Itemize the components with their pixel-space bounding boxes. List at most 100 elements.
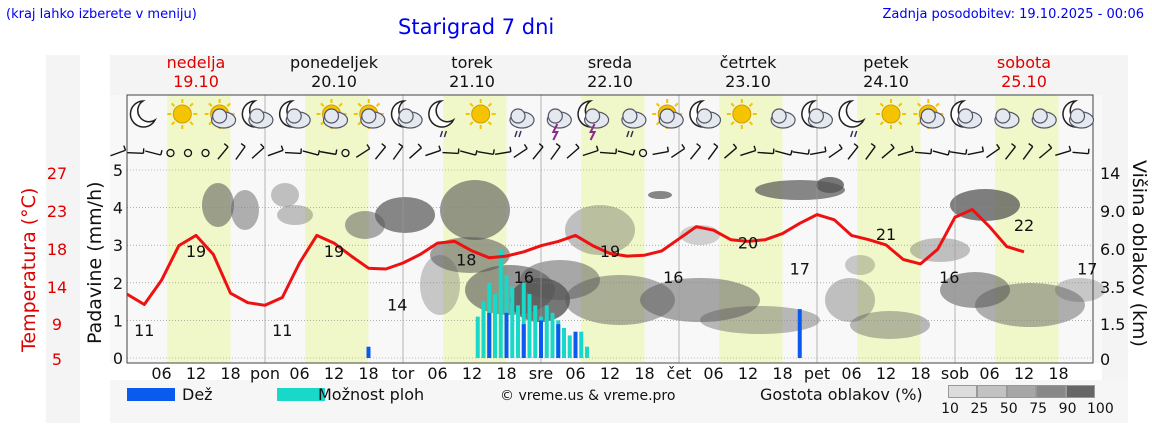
- barb-feather: [947, 150, 951, 156]
- day-date: 24.10: [863, 72, 909, 91]
- sun-ray: [208, 121, 213, 126]
- wind-barbs: [110, 143, 1090, 160]
- wind-barb: [1072, 148, 1090, 155]
- barb-staff: [932, 150, 949, 156]
- weather-icons: [129, 99, 1095, 141]
- barb-feather: [696, 143, 701, 148]
- wind-barb: [689, 143, 702, 160]
- cloud-density-blob: [231, 190, 259, 230]
- barb-staff: [235, 146, 246, 160]
- cloud-density-blob: [565, 275, 675, 325]
- wind-barb: [341, 148, 350, 158]
- precipitation-tick-label: 4: [113, 199, 123, 218]
- barb-staff: [865, 146, 876, 160]
- sun-ray: [469, 102, 474, 107]
- barb-feather: [509, 146, 512, 152]
- thunder-icon: [546, 108, 572, 141]
- wind-barb: [810, 146, 827, 156]
- wind-barb: [425, 145, 442, 157]
- barb-staff: [532, 146, 544, 160]
- sun-ray: [189, 121, 194, 126]
- barb-staff: [110, 149, 126, 157]
- wind-barb: [127, 148, 145, 155]
- day-date: 22.10: [587, 72, 633, 91]
- sun-ray: [226, 102, 231, 107]
- wind-barb: [707, 143, 719, 160]
- wind-barb: [494, 146, 512, 155]
- barb-staff: [374, 146, 387, 160]
- day-date: 19.10: [173, 72, 219, 91]
- sun-ray: [935, 102, 940, 107]
- chart-title: Starigrad 7 dni: [398, 15, 555, 39]
- sun-ray: [338, 102, 343, 107]
- temperature-tick-label: 5: [52, 350, 62, 369]
- shower-legend-label: Možnost ploh: [318, 385, 425, 404]
- temperature-data-label: 19: [600, 242, 620, 261]
- wind-barb: [740, 145, 757, 157]
- shower-bar: [475, 316, 480, 358]
- day-date: 20.10: [311, 72, 357, 91]
- cloud-density-blob: [277, 205, 313, 225]
- x-tick-label: 18: [358, 364, 378, 383]
- rain-swatch: [127, 388, 175, 401]
- moon-crescent: [428, 100, 456, 128]
- shower-bar: [550, 312, 555, 358]
- day-date: 25.10: [1001, 72, 1047, 91]
- cloud-rain-icon: [621, 108, 647, 138]
- precipitation-tick-label: 3: [113, 236, 123, 255]
- barb-staff: [847, 146, 859, 160]
- cloud-density-blob: [202, 183, 234, 227]
- cloud-density-blob: [816, 177, 844, 193]
- daylight-band: [167, 95, 231, 363]
- sun-ray: [320, 102, 325, 107]
- sun-ray: [208, 102, 213, 107]
- sun-ray: [730, 121, 735, 126]
- rain-bar: [504, 312, 509, 358]
- cloud-density-blob: [850, 311, 930, 339]
- wind-barb: [145, 149, 163, 156]
- sun-ray: [189, 102, 194, 107]
- calm-circle: [201, 148, 210, 158]
- temperature-tick-label: 23: [47, 202, 67, 221]
- sun-ray: [898, 102, 903, 107]
- barb-staff: [1072, 151, 1089, 155]
- rain-bar: [797, 309, 802, 358]
- precipitation-tick-label: 2: [113, 274, 123, 293]
- x-tick-label: 18: [220, 364, 240, 383]
- sun-ray: [879, 121, 884, 126]
- cloud-puff: [249, 108, 265, 124]
- precipitation-tick-label: 0: [113, 349, 123, 368]
- barb-feather: [870, 143, 876, 148]
- barb-feather: [981, 146, 985, 152]
- barb-staff: [1055, 150, 1071, 156]
- x-tick-label: 12: [1014, 364, 1034, 383]
- x-tick-label: 06: [979, 364, 999, 383]
- barb-feather: [223, 143, 229, 148]
- temperature-data-label: 16: [663, 268, 683, 287]
- sun-ray: [487, 121, 493, 126]
- wind-barb: [847, 143, 859, 160]
- moon-crescent: [838, 100, 866, 128]
- sun-ray: [170, 121, 176, 126]
- barb-feather: [890, 143, 895, 149]
- cloud-density-legend-label: Gostota oblakov (%): [760, 385, 923, 404]
- rain-bar: [366, 346, 371, 358]
- x-tick-label: sre: [529, 364, 553, 383]
- density-step-label: 100: [1087, 401, 1114, 417]
- barb-staff: [566, 147, 580, 159]
- rain-drop: [443, 130, 448, 138]
- barb-feather: [160, 149, 163, 156]
- moon-cloud-icon: [689, 100, 722, 129]
- wind-barb: [550, 143, 561, 160]
- barb-feather: [753, 145, 757, 151]
- barb-staff: [740, 149, 756, 157]
- moon-cloud-icon: [801, 100, 834, 129]
- sun-cloud-icon: [204, 99, 237, 129]
- rain-legend-label: Dež: [182, 385, 213, 404]
- x-tick-label: 18: [634, 364, 654, 383]
- shower-bar: [585, 346, 589, 358]
- day-name: četrtek: [719, 53, 777, 72]
- barb-feather: [438, 145, 442, 151]
- daylight-band: [995, 95, 1059, 363]
- day-header: sreda 22.10: [555, 53, 665, 91]
